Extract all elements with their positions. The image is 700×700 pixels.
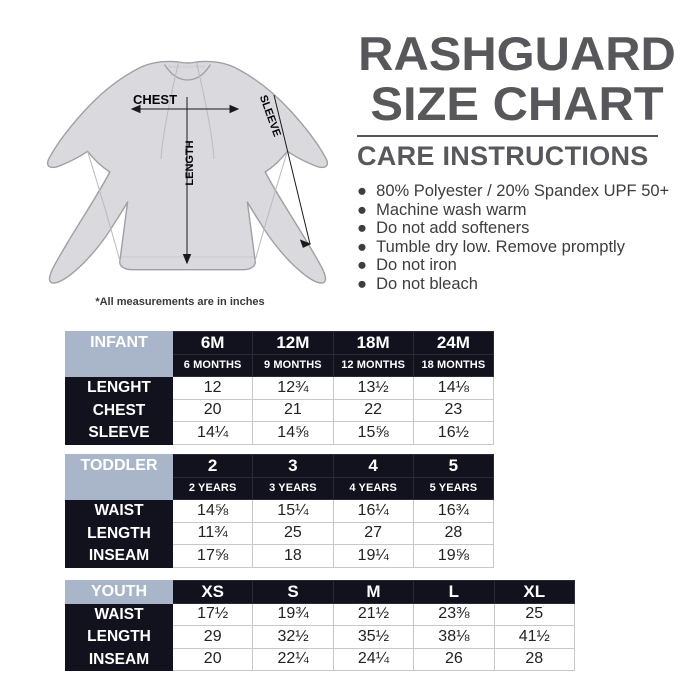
svg-text:CHEST: CHEST <box>133 92 177 107</box>
svg-text:BRAND LOGO HERE: BRAND LOGO HERE <box>169 65 206 69</box>
svg-text:LENGTH: LENGTH <box>184 140 196 185</box>
